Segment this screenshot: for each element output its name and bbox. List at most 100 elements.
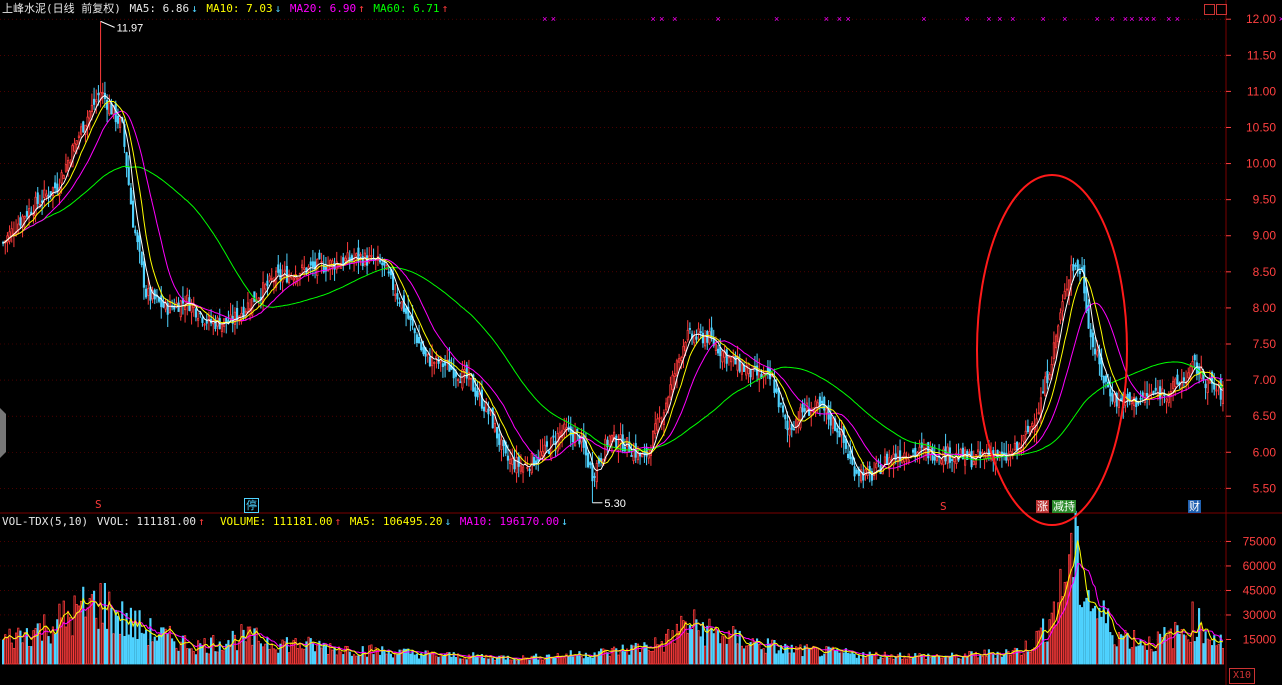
candle	[582, 434, 585, 448]
volume-bar	[866, 653, 869, 665]
volume-bar	[634, 642, 637, 665]
volume-bar	[246, 626, 249, 665]
event-marker-s1[interactable]: S	[95, 498, 102, 511]
candle	[119, 118, 122, 128]
volume-bar	[216, 651, 219, 665]
top-x-marker: ×	[715, 14, 720, 24]
volume-bar	[121, 601, 124, 665]
candle	[1059, 312, 1062, 321]
candle	[1063, 290, 1066, 300]
event-marker-s2[interactable]: S	[940, 500, 947, 513]
volume-bar	[114, 609, 117, 665]
candle	[1016, 441, 1019, 451]
volume-bar	[569, 650, 572, 665]
volume-bar	[610, 648, 613, 665]
volume-bar	[506, 655, 509, 665]
volume-bar	[710, 627, 713, 665]
candle	[836, 428, 839, 433]
candle	[927, 442, 930, 459]
candle	[359, 254, 362, 257]
volume-bar	[290, 642, 293, 665]
candle	[472, 374, 475, 392]
volume-bar	[550, 658, 553, 665]
candle	[36, 192, 39, 204]
volume-bar	[732, 626, 735, 665]
vol-ma5-value: MA5: 106495.20	[349, 515, 443, 528]
volume-bar	[1206, 638, 1209, 665]
volume-bar	[168, 625, 171, 665]
candle	[1154, 387, 1157, 391]
candle	[1206, 379, 1209, 393]
candle	[428, 356, 431, 367]
candle	[682, 345, 685, 358]
candle	[1172, 381, 1175, 389]
maximize-window-icon[interactable]	[1216, 4, 1227, 15]
event-marker-suspend[interactable]: 停	[244, 498, 259, 513]
candle	[17, 223, 20, 232]
volume-bar	[25, 628, 28, 665]
candle	[849, 450, 852, 460]
candle	[64, 164, 67, 172]
volume-bar	[324, 645, 327, 665]
volume-bar	[285, 637, 288, 665]
candle	[1091, 332, 1094, 348]
candle	[288, 274, 291, 284]
top-x-marker: ×	[997, 14, 1002, 24]
candle	[441, 363, 444, 368]
candle	[912, 449, 915, 453]
candle	[1163, 393, 1166, 397]
candle	[1057, 325, 1060, 343]
candle	[886, 453, 889, 465]
volume-bar	[49, 643, 52, 665]
candle	[864, 469, 867, 476]
volume-bar	[1128, 648, 1131, 665]
restore-window-icon[interactable]	[1204, 4, 1215, 15]
volume-bar	[1180, 629, 1183, 665]
candle	[701, 332, 704, 344]
volume-bar	[342, 654, 345, 665]
volume-bar	[90, 594, 93, 665]
candle	[268, 275, 271, 281]
candle	[870, 471, 873, 481]
event-marker-financial[interactable]: 财	[1188, 500, 1201, 513]
volume-bar	[307, 636, 310, 665]
volume-bar	[8, 628, 11, 665]
volume-bar	[1172, 648, 1175, 665]
ma5-direction: ↓	[191, 2, 198, 15]
candle	[526, 467, 529, 469]
candle	[264, 284, 267, 290]
candle	[697, 328, 700, 335]
volume-bar	[194, 654, 197, 665]
candle	[88, 111, 91, 119]
candle	[654, 423, 657, 434]
volume-bar	[2, 639, 5, 665]
volume-bar	[21, 642, 24, 665]
volume-bar	[253, 628, 256, 665]
candle	[311, 261, 314, 268]
volume-bar	[974, 651, 977, 665]
candle	[1031, 423, 1034, 427]
zoom-badge[interactable]: X10	[1229, 668, 1255, 684]
volume-bar	[197, 640, 200, 665]
volume-bar	[608, 655, 611, 665]
volume-bar	[1018, 650, 1021, 665]
candle	[220, 323, 223, 332]
candle	[381, 262, 384, 266]
event-marker-reduce-holding[interactable]: 减持	[1052, 500, 1076, 513]
candle	[838, 431, 841, 438]
volume-bar	[979, 654, 982, 665]
volume-bar	[810, 647, 813, 665]
volume-bar	[1068, 554, 1071, 665]
event-marker-limit-up[interactable]: 涨	[1036, 500, 1049, 513]
volume-bar	[758, 643, 761, 665]
volume-bar	[444, 654, 447, 665]
candle	[684, 342, 687, 352]
volume-bar	[431, 651, 434, 665]
volume-bar	[1005, 649, 1008, 665]
candle	[465, 364, 468, 379]
candle	[799, 407, 802, 429]
volume-bar	[816, 647, 819, 665]
candle	[1104, 375, 1107, 382]
volume-bar	[509, 659, 512, 665]
